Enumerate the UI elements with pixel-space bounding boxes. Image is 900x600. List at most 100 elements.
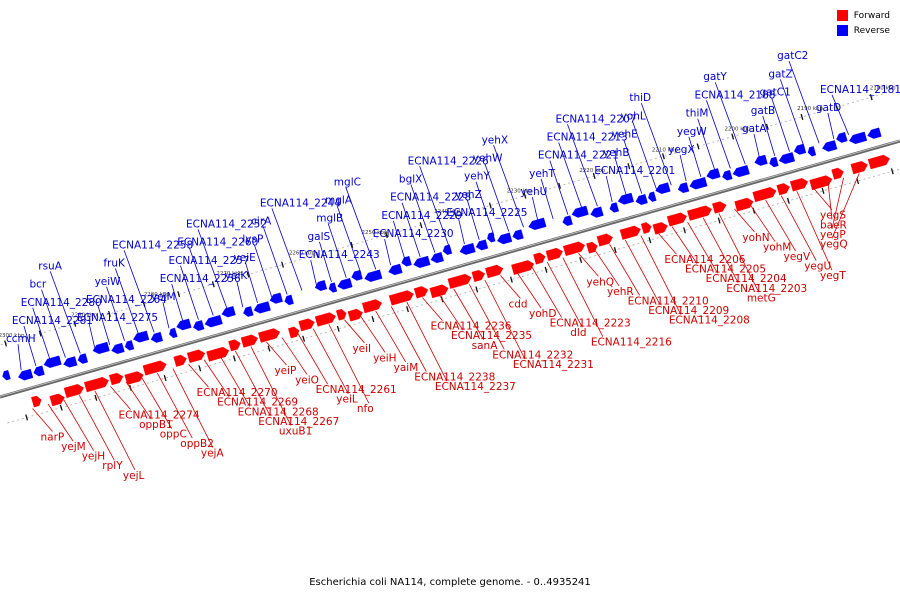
reverse-gene-arrow[interactable]: [2, 370, 11, 381]
forward-gene-arrow[interactable]: [447, 273, 472, 289]
forward-gene-arrow[interactable]: [335, 308, 347, 321]
reverse-gene-arrow[interactable]: [793, 143, 807, 155]
reverse-gene-arrow[interactable]: [459, 242, 476, 255]
reverse-gene-arrow[interactable]: [475, 239, 489, 251]
reverse-gene-arrow[interactable]: [635, 194, 648, 205]
reverse-gene-arrow[interactable]: [314, 280, 328, 291]
reverse-gene-arrow[interactable]: [807, 146, 817, 157]
forward-gene-arrow[interactable]: [850, 161, 868, 175]
reverse-gene-arrow[interactable]: [571, 205, 589, 218]
forward-gene-arrow[interactable]: [652, 222, 668, 235]
forward-gene-arrow[interactable]: [83, 376, 109, 393]
reverse-gene-arrow[interactable]: [401, 255, 412, 267]
forward-gene-arrow[interactable]: [429, 284, 449, 299]
forward-gene-arrow[interactable]: [545, 247, 563, 261]
reverse-gene-arrow[interactable]: [512, 229, 524, 241]
reverse-gene-arrow[interactable]: [364, 269, 383, 282]
reverse-gene-arrow[interactable]: [497, 232, 513, 245]
forward-gene-arrow[interactable]: [586, 241, 598, 254]
forward-gene-arrow[interactable]: [640, 222, 652, 234]
forward-gene-arrow[interactable]: [752, 187, 777, 203]
forward-gene-arrow[interactable]: [63, 384, 84, 399]
reverse-gene-arrow[interactable]: [133, 330, 150, 343]
reverse-gene-arrow[interactable]: [388, 263, 403, 276]
forward-gene-arrow[interactable]: [776, 183, 790, 196]
forward-gene-arrow[interactable]: [619, 225, 641, 240]
reverse-gene-arrow[interactable]: [822, 140, 838, 152]
reverse-gene-arrow[interactable]: [413, 255, 431, 269]
forward-gene-arrow[interactable]: [666, 212, 687, 227]
forward-gene-arrow[interactable]: [49, 393, 65, 407]
reverse-gene-arrow[interactable]: [617, 192, 634, 205]
reverse-gene-arrow[interactable]: [328, 282, 338, 293]
reverse-gene-arrow[interactable]: [867, 127, 882, 139]
forward-gene-arrow[interactable]: [288, 326, 300, 339]
forward-gene-arrow[interactable]: [809, 175, 833, 191]
reverse-gene-arrow[interactable]: [442, 244, 453, 255]
reverse-gene-arrow[interactable]: [430, 252, 444, 264]
reverse-gene-arrow[interactable]: [351, 269, 363, 281]
reverse-gene-arrow[interactable]: [849, 131, 868, 145]
reverse-gene-arrow[interactable]: [706, 168, 721, 180]
reverse-gene-arrow[interactable]: [590, 206, 604, 218]
reverse-gene-arrow[interactable]: [689, 177, 708, 190]
reverse-gene-arrow[interactable]: [253, 301, 271, 314]
reverse-gene-arrow[interactable]: [562, 215, 573, 226]
reverse-gene-arrow[interactable]: [269, 292, 283, 304]
forward-gene-arrow[interactable]: [413, 286, 429, 299]
reverse-gene-arrow[interactable]: [111, 342, 125, 354]
forward-gene-arrow[interactable]: [596, 233, 613, 247]
reverse-gene-arrow[interactable]: [487, 232, 496, 243]
forward-gene-arrow[interactable]: [31, 395, 42, 408]
reverse-gene-arrow[interactable]: [176, 318, 192, 331]
reverse-gene-arrow[interactable]: [77, 353, 89, 364]
forward-gene-arrow[interactable]: [789, 178, 809, 192]
forward-gene-arrow[interactable]: [485, 264, 504, 279]
forward-gene-arrow[interactable]: [186, 349, 206, 363]
reverse-gene-arrow[interactable]: [769, 156, 779, 168]
forward-gene-arrow[interactable]: [108, 372, 124, 386]
forward-gene-arrow[interactable]: [388, 290, 414, 306]
reverse-gene-arrow[interactable]: [243, 306, 254, 317]
reverse-gene-arrow[interactable]: [33, 365, 45, 377]
forward-gene-arrow[interactable]: [712, 201, 727, 214]
reverse-gene-arrow[interactable]: [169, 327, 178, 339]
forward-gene-arrow[interactable]: [314, 312, 336, 327]
reverse-gene-arrow[interactable]: [193, 320, 205, 331]
forward-gene-arrow[interactable]: [562, 241, 586, 257]
forward-gene-arrow[interactable]: [258, 328, 281, 343]
reverse-gene-arrow[interactable]: [722, 169, 733, 181]
reverse-gene-arrow[interactable]: [124, 340, 135, 351]
reverse-gene-arrow[interactable]: [778, 152, 796, 165]
reverse-gene-arrow[interactable]: [528, 217, 547, 231]
reverse-gene-arrow[interactable]: [677, 182, 690, 194]
forward-gene-arrow[interactable]: [298, 318, 315, 332]
forward-gene-arrow[interactable]: [361, 299, 383, 314]
reverse-gene-arrow[interactable]: [754, 154, 768, 166]
forward-gene-arrow[interactable]: [867, 154, 890, 170]
forward-gene-arrow[interactable]: [347, 308, 363, 322]
forward-gene-arrow[interactable]: [533, 252, 546, 265]
reverse-gene-arrow[interactable]: [284, 294, 294, 306]
reverse-gene-arrow[interactable]: [204, 314, 223, 328]
reverse-gene-arrow[interactable]: [18, 368, 34, 381]
forward-gene-arrow[interactable]: [240, 334, 259, 348]
forward-gene-arrow[interactable]: [206, 346, 230, 362]
reverse-gene-arrow[interactable]: [337, 278, 353, 290]
forward-gene-arrow[interactable]: [228, 339, 241, 352]
forward-gene-arrow[interactable]: [173, 354, 187, 367]
reverse-gene-arrow[interactable]: [221, 306, 236, 318]
reverse-gene-arrow[interactable]: [63, 356, 78, 368]
reverse-gene-arrow[interactable]: [150, 331, 164, 343]
forward-gene-arrow[interactable]: [831, 167, 844, 180]
forward-gene-arrow[interactable]: [142, 360, 167, 376]
reverse-gene-arrow[interactable]: [732, 165, 750, 178]
reverse-gene-arrow[interactable]: [92, 341, 110, 355]
reverse-gene-arrow[interactable]: [43, 355, 62, 368]
reverse-gene-arrow[interactable]: [609, 202, 620, 213]
reverse-gene-arrow[interactable]: [648, 191, 657, 202]
forward-gene-arrow[interactable]: [734, 197, 754, 212]
forward-gene-arrow[interactable]: [511, 260, 535, 275]
forward-gene-arrow[interactable]: [124, 371, 144, 385]
forward-gene-arrow[interactable]: [687, 205, 712, 221]
